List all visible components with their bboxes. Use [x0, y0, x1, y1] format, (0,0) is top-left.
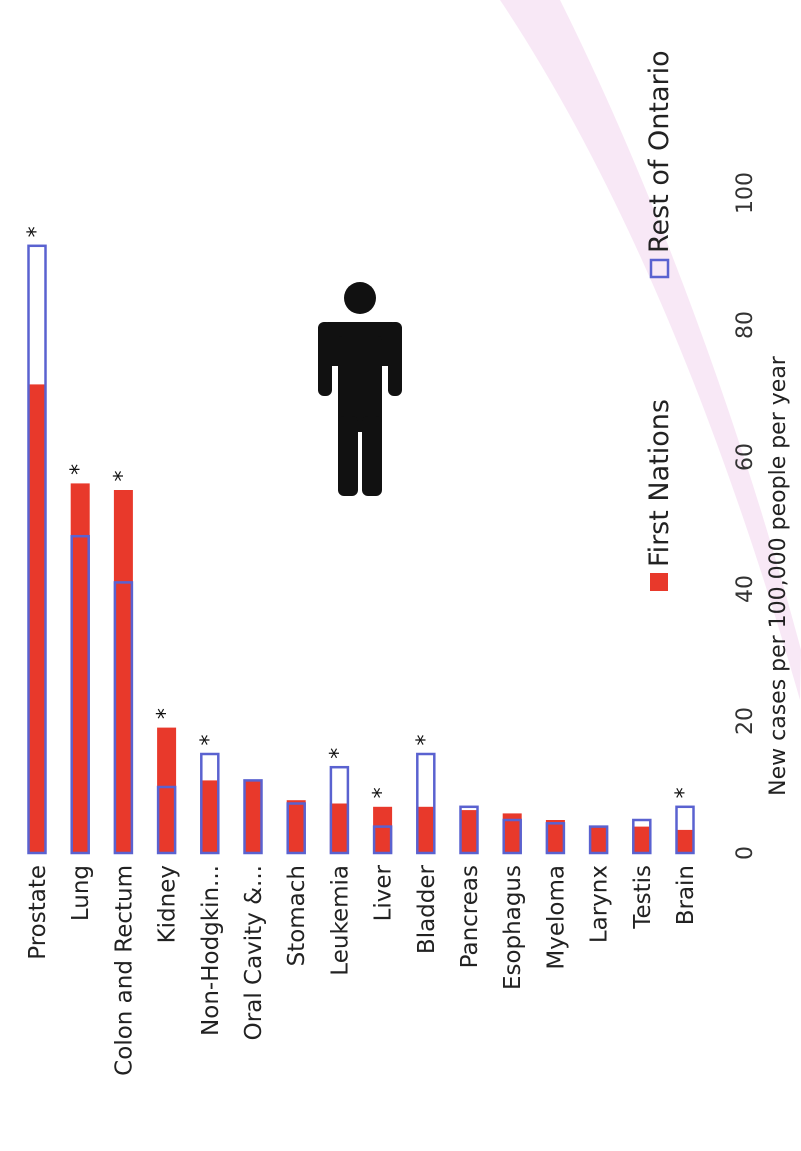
category-label: Stomach — [284, 865, 310, 966]
bar-rest-of-ontario — [200, 752, 220, 855]
significance-stars: * * * * * * * * * — [24, 226, 697, 798]
value-tick-label: 80 — [733, 311, 758, 339]
bar-rest-of-ontario — [113, 581, 134, 855]
significance-star: * — [24, 226, 49, 237]
bar-rest-of-ontario — [27, 244, 47, 855]
value-axis-title: New cases per 100,000 people per year — [766, 355, 791, 796]
bar-rest-of-ontario — [416, 752, 436, 855]
bar-first-nations — [545, 820, 565, 853]
bar-first-nations — [459, 810, 479, 853]
bar-rest-of-ontario — [243, 779, 263, 855]
bar-rest-of-ontario — [675, 805, 695, 855]
significance-star: * — [672, 787, 697, 798]
category-label: Prostate — [25, 865, 51, 960]
value-tick-label: 60 — [733, 443, 758, 471]
bar-first-nations — [373, 806, 393, 853]
category-label: Pancreas — [457, 865, 483, 968]
category-label: Larynx — [587, 865, 613, 943]
significance-star: * — [197, 735, 222, 746]
bar-rest-of-ontario — [588, 825, 609, 855]
bar-first-nations — [416, 806, 436, 853]
bar-rest-of-ontario — [329, 765, 350, 855]
bar-rest-of-ontario — [286, 802, 306, 855]
bar-first-nations — [675, 829, 695, 853]
bar-rest-of-ontario — [632, 818, 652, 855]
category-label: Lung — [68, 865, 94, 921]
significance-star: * — [326, 748, 351, 759]
bar-first-nations — [286, 800, 306, 853]
bar-rest-of-ontario — [156, 785, 177, 855]
legend: First Nations Rest of Ontario — [644, 50, 675, 591]
significance-star: * — [413, 735, 438, 746]
bar-rest-of-ontario — [459, 805, 479, 855]
significance-star: * — [370, 787, 395, 798]
bar-first-nations — [329, 803, 349, 853]
bar-first-nations — [200, 780, 220, 853]
category-label: Bladder — [414, 864, 440, 954]
value-tick-label: 20 — [733, 707, 758, 735]
bar-first-nations — [502, 813, 522, 853]
category-label: Leukemia — [327, 865, 353, 976]
category-label: Non-Hodgkin... — [198, 865, 224, 1036]
value-tick-label: 100 — [733, 172, 758, 214]
legend-swatch-first-nations — [650, 573, 668, 591]
significance-star: * — [67, 464, 92, 475]
bar-first-nations — [70, 483, 90, 853]
value-tick-label: 0 — [733, 846, 758, 860]
male-person-icon — [318, 282, 402, 496]
bar-first-nations — [27, 384, 47, 853]
bar-first-nations — [589, 826, 609, 853]
bar-first-nations — [632, 826, 652, 853]
category-label: Testis — [630, 865, 656, 930]
category-label: Oral Cavity &... — [241, 865, 267, 1040]
bar-rest-of-ontario — [545, 822, 566, 855]
category-label: Liver — [371, 864, 397, 921]
category-label: Kidney — [155, 865, 181, 943]
chart-plot: * * * * * * * * * Prostate Lung Colon and Rectum Ki… — [24, 50, 791, 1075]
value-ticks: 0 20 40 60 80 100 — [733, 172, 758, 860]
bar-first-nations — [243, 780, 263, 853]
bar-rest-of-ontario — [70, 534, 90, 855]
category-label: Brain — [673, 865, 699, 925]
bars — [27, 244, 695, 855]
value-tick-label: 40 — [733, 575, 758, 603]
legend-label-first-nations: First Nations — [644, 399, 675, 567]
bar-rest-of-ontario — [502, 818, 522, 855]
legend-swatch-rest-of-ontario — [649, 258, 670, 279]
bar-first-nations — [113, 490, 133, 853]
legend-label-rest-of-ontario: Rest of Ontario — [644, 50, 675, 253]
category-labels: Prostate Lung Colon and Rectum Kidney Non-Ho… — [25, 864, 699, 1075]
significance-star: * — [110, 471, 135, 482]
category-label: Myeloma — [543, 865, 569, 970]
bar-first-nations — [157, 727, 177, 853]
category-label: Colon and Rectum — [111, 865, 137, 1076]
category-label: Esophagus — [500, 865, 526, 990]
significance-star: * — [154, 708, 179, 719]
bar-rest-of-ontario — [372, 825, 393, 855]
